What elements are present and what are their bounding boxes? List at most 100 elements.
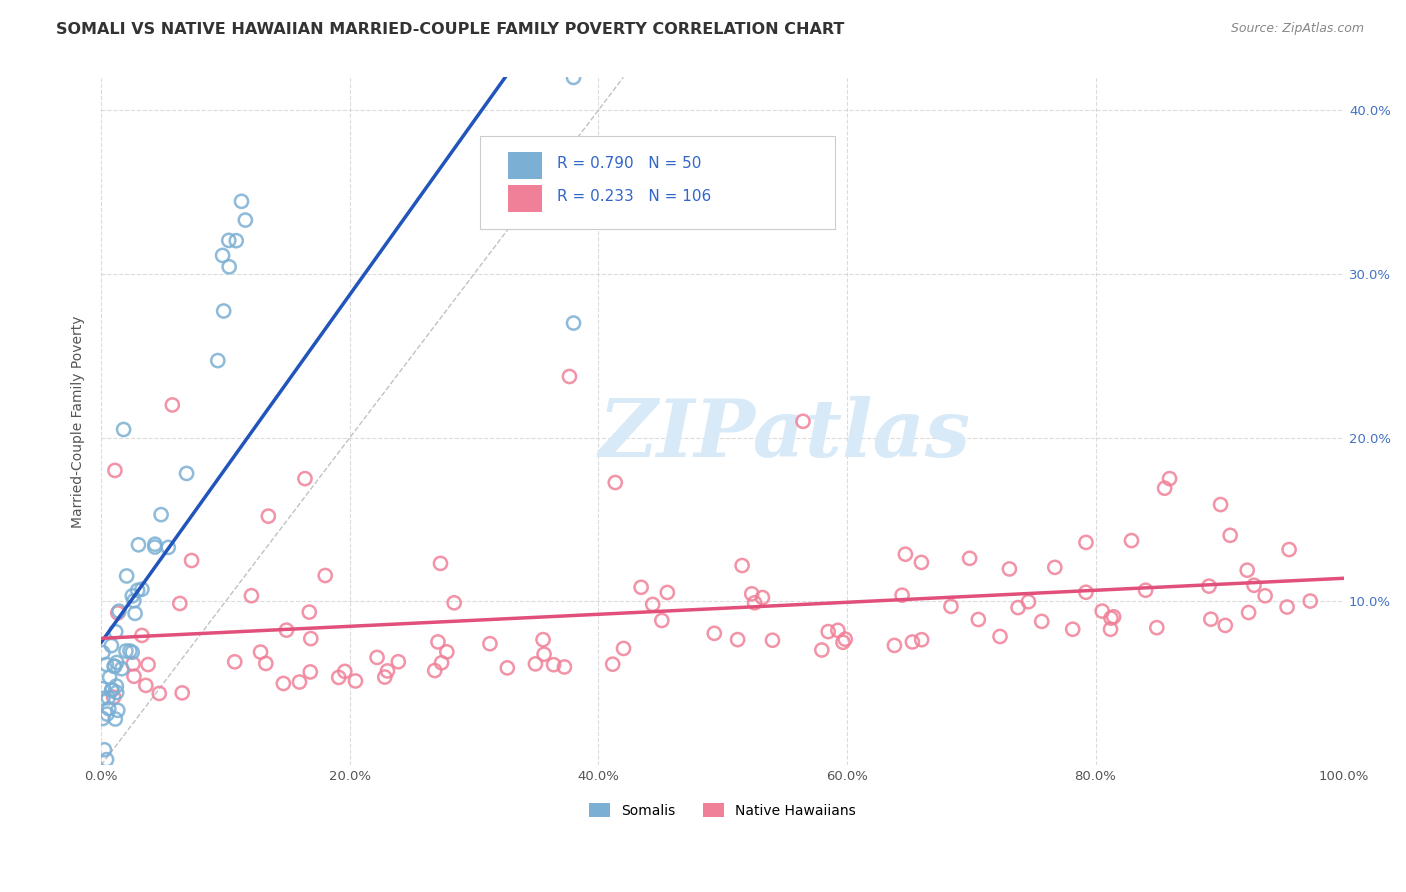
Point	[1017, 595, 1039, 609]
Point	[122, 657, 145, 671]
Point	[107, 703, 129, 717]
Point	[105, 685, 128, 699]
Point	[211, 248, 233, 262]
Point	[273, 676, 295, 690]
Point	[531, 632, 554, 647]
Point	[967, 613, 990, 627]
Point	[1159, 472, 1181, 486]
Point	[1091, 604, 1114, 618]
Point	[121, 589, 143, 603]
Point	[641, 598, 664, 612]
Point	[1121, 533, 1143, 548]
Point	[366, 650, 388, 665]
Point	[744, 596, 766, 610]
Point	[105, 656, 128, 670]
Point	[1074, 585, 1097, 599]
Point	[121, 645, 143, 659]
FancyBboxPatch shape	[508, 153, 543, 178]
Point	[703, 626, 725, 640]
Point	[731, 558, 754, 573]
Point	[176, 467, 198, 481]
Point	[128, 538, 150, 552]
Point	[104, 463, 127, 477]
Point	[558, 369, 581, 384]
Point	[103, 659, 125, 673]
Point	[115, 644, 138, 658]
Point	[988, 630, 1011, 644]
Point	[224, 655, 246, 669]
Point	[602, 657, 624, 672]
Point	[240, 589, 263, 603]
Point	[811, 643, 834, 657]
Point	[1074, 535, 1097, 549]
Point	[478, 637, 501, 651]
Point	[1236, 563, 1258, 577]
Point	[143, 537, 166, 551]
Point	[612, 641, 634, 656]
Point	[427, 635, 450, 649]
Point	[430, 656, 453, 670]
Point	[100, 639, 122, 653]
Point	[96, 753, 118, 767]
Point	[104, 659, 127, 673]
Point	[1099, 611, 1122, 625]
Point	[911, 632, 934, 647]
Point	[115, 569, 138, 583]
Point	[1135, 583, 1157, 598]
Point	[562, 70, 585, 85]
Point	[328, 670, 350, 684]
Point	[235, 213, 257, 227]
Point	[1299, 594, 1322, 608]
Point	[148, 686, 170, 700]
Point	[212, 304, 235, 318]
Point	[108, 604, 131, 618]
Point	[207, 353, 229, 368]
Point	[374, 670, 396, 684]
Point	[104, 624, 127, 639]
Point	[524, 657, 547, 671]
Point	[1243, 578, 1265, 592]
Point	[959, 551, 981, 566]
Point	[231, 194, 253, 209]
Point	[124, 607, 146, 621]
Point	[257, 509, 280, 524]
Point	[299, 632, 322, 646]
Point	[172, 686, 194, 700]
Legend: Somalis, Native Hawaiians: Somalis, Native Hawaiians	[583, 797, 862, 823]
Point	[254, 657, 277, 671]
Point	[122, 593, 145, 607]
Point	[180, 553, 202, 567]
Point	[1275, 600, 1298, 615]
Point	[1209, 498, 1232, 512]
Point	[105, 679, 128, 693]
Point	[131, 582, 153, 597]
Point	[832, 635, 855, 649]
Point	[101, 682, 124, 697]
Point	[901, 635, 924, 649]
Point	[96, 657, 118, 672]
Point	[333, 665, 356, 679]
Point	[496, 661, 519, 675]
Point	[792, 414, 814, 428]
FancyBboxPatch shape	[481, 136, 835, 228]
Point	[1043, 560, 1066, 574]
Point	[157, 541, 180, 555]
Point	[377, 664, 399, 678]
FancyBboxPatch shape	[508, 186, 543, 211]
Point	[111, 662, 134, 676]
Point	[1213, 618, 1236, 632]
Point	[1031, 615, 1053, 629]
Point	[910, 556, 932, 570]
Point	[298, 605, 321, 619]
Point	[1007, 600, 1029, 615]
Point	[1199, 612, 1222, 626]
Point	[1153, 481, 1175, 495]
Point	[894, 547, 917, 561]
Point	[939, 599, 962, 614]
Point	[249, 645, 271, 659]
Point	[883, 639, 905, 653]
Point	[1237, 606, 1260, 620]
Point	[891, 588, 914, 602]
Point	[96, 707, 118, 722]
Point	[562, 316, 585, 330]
